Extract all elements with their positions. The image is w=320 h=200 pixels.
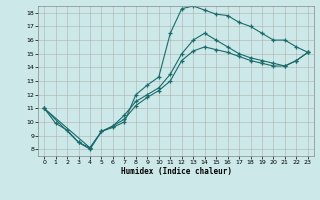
- X-axis label: Humidex (Indice chaleur): Humidex (Indice chaleur): [121, 167, 231, 176]
